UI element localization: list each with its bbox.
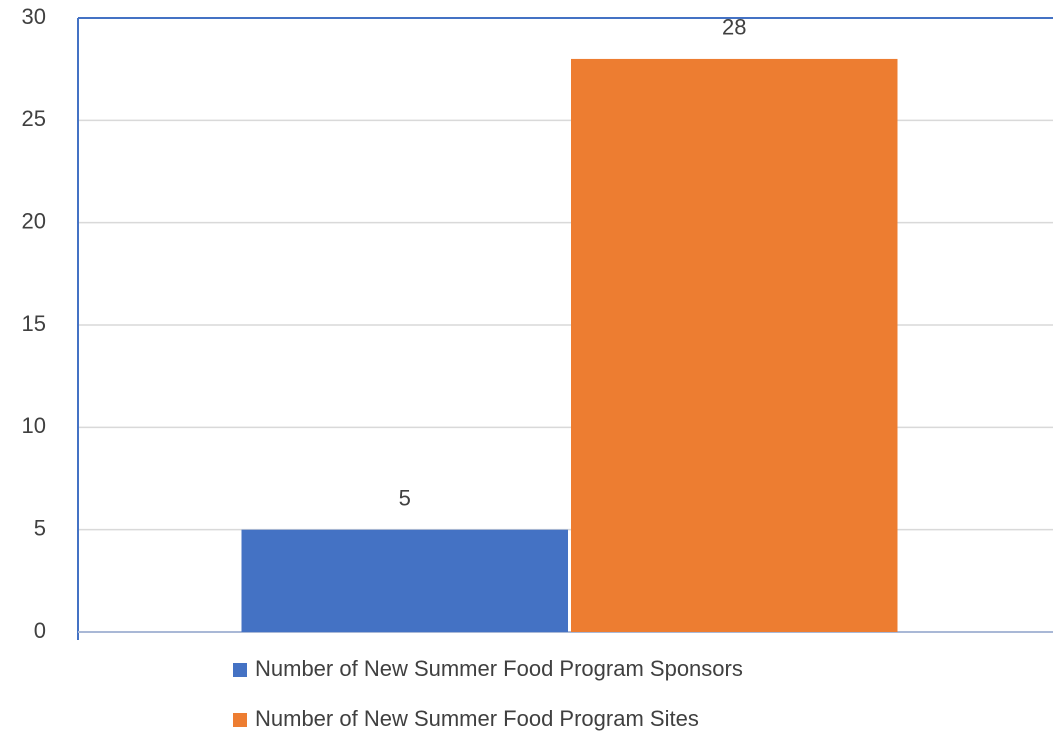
- y-tick-label: 0: [34, 618, 46, 643]
- legend-label: Number of New Summer Food Program Sponso…: [255, 656, 743, 681]
- legend-swatch: [233, 713, 247, 727]
- y-tick-label: 15: [22, 311, 46, 336]
- legend-label: Number of New Summer Food Program Sites: [255, 706, 699, 731]
- bar: [241, 529, 568, 632]
- bar: [571, 58, 898, 632]
- y-tick-label: 20: [22, 208, 46, 233]
- y-tick-label: 10: [22, 413, 46, 438]
- data-label: 5: [399, 485, 411, 510]
- y-tick-label: 5: [34, 515, 46, 540]
- y-tick-label: 25: [22, 106, 46, 131]
- y-tick-label: 30: [22, 4, 46, 29]
- legend-swatch: [233, 663, 247, 677]
- data-label: 28: [722, 15, 746, 40]
